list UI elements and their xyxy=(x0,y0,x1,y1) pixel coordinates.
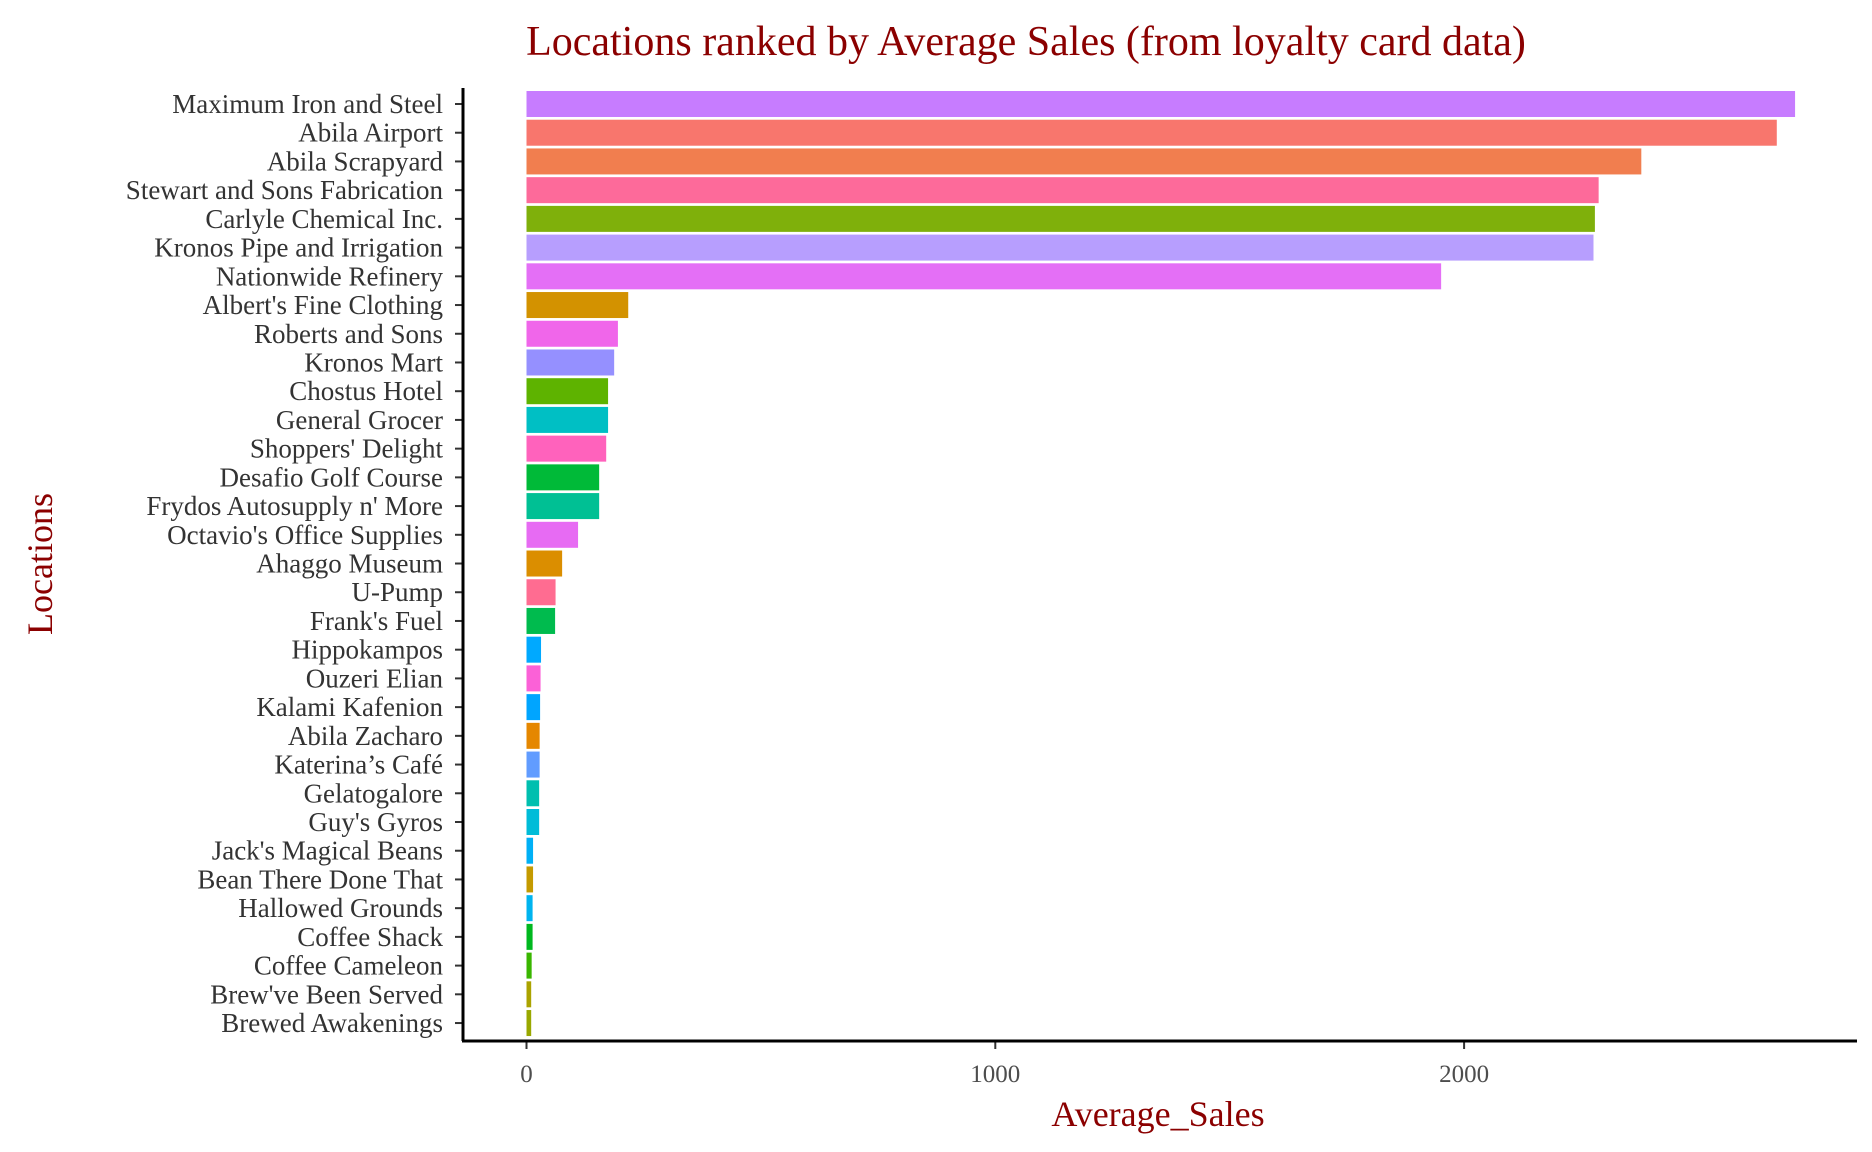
x-axis-ticks: 0 1000 2000 xyxy=(520,1041,1489,1088)
y-tick-label: Nationwide Refinery xyxy=(216,261,444,291)
bar-gelatogalore xyxy=(526,780,540,807)
y-tick-label: Frank's Fuel xyxy=(310,606,443,636)
bar-hallowed-grounds xyxy=(526,895,533,922)
bar-u-pump xyxy=(526,579,556,606)
y-tick-label: Octavio's Office Supplies xyxy=(167,520,443,550)
x-tick-label: 2000 xyxy=(1439,1061,1489,1088)
bar-abila-zacharo xyxy=(526,722,540,749)
bar-coffee-shack xyxy=(526,923,533,950)
y-tick-label: U-Pump xyxy=(351,577,443,607)
y-tick-label: General Grocer xyxy=(276,405,443,435)
y-tick-label: Frydos Autosupply n' More xyxy=(146,491,443,521)
bar-brewed-awakenings xyxy=(526,1010,532,1037)
y-tick-label: Katerina’s Café xyxy=(274,750,443,780)
y-tick-label: Brewed Awakenings xyxy=(221,1008,443,1038)
y-tick-label: Ouzeri Elian xyxy=(306,663,444,693)
y-tick-label: Shoppers' Delight xyxy=(250,434,444,464)
bar-katerina-s-caf xyxy=(526,751,540,778)
chart-title: Locations ranked by Average Sales (from … xyxy=(526,19,1526,65)
bar-jack-s-magical-beans xyxy=(526,837,534,864)
y-tick-label: Abila Airport xyxy=(298,118,443,148)
y-tick-label: Ahaggo Museum xyxy=(256,549,443,579)
bar-general-grocer xyxy=(526,406,609,433)
y-tick-label: Roberts and Sons xyxy=(254,319,443,349)
bar-abila-scrapyard xyxy=(526,148,1642,175)
y-tick-label: Kalami Kafenion xyxy=(256,692,443,722)
bar-ahaggo-museum xyxy=(526,550,563,577)
bar-shoppers-delight xyxy=(526,435,607,462)
x-tick-label: 1000 xyxy=(970,1061,1020,1088)
bar-coffee-cameleon xyxy=(526,952,532,979)
x-tick-label: 0 xyxy=(520,1061,533,1088)
bar-brew-ve-been-served xyxy=(526,981,532,1008)
y-tick-label: Gelatogalore xyxy=(304,778,443,808)
y-tick-label: Coffee Shack xyxy=(297,922,443,952)
y-tick-label: Maximum Iron and Steel xyxy=(172,89,443,119)
y-tick-label: Stewart and Sons Fabrication xyxy=(126,175,444,205)
y-tick-label: Hippokampos xyxy=(292,635,444,665)
bar-octavio-s-office-supplies xyxy=(526,521,579,548)
bar-kronos-mart xyxy=(526,349,615,376)
bars-group xyxy=(526,91,1796,1037)
bar-carlyle-chemical-inc xyxy=(526,205,1595,232)
y-tick-label: Brew've Been Served xyxy=(210,979,443,1009)
bar-desafio-golf-course xyxy=(526,464,600,491)
y-tick-label: Abila Scrapyard xyxy=(267,146,444,176)
bar-bean-there-done-that xyxy=(526,866,534,893)
y-tick-label: Hallowed Grounds xyxy=(238,893,443,923)
y-tick-label: Kronos Mart xyxy=(304,347,443,377)
bar-stewart-and-sons-fabrication xyxy=(526,177,1599,204)
y-axis-title: Locations xyxy=(20,493,60,635)
y-tick-label: Desafio Golf Course xyxy=(220,462,443,492)
bar-roberts-and-sons xyxy=(526,320,618,347)
y-tick-label: Bean There Done That xyxy=(197,864,443,894)
bar-chostus-hotel xyxy=(526,378,609,405)
x-axis-title: Average_Sales xyxy=(1051,1094,1264,1134)
bar-frydos-autosupply-n-more xyxy=(526,493,600,520)
y-tick-label: Guy's Gyros xyxy=(308,807,443,837)
y-tick-label: Kronos Pipe and Irrigation xyxy=(154,233,443,263)
y-tick-label: Coffee Cameleon xyxy=(254,951,444,981)
bar-nationwide-refinery xyxy=(526,263,1442,290)
bar-albert-s-fine-clothing xyxy=(526,292,629,319)
bar-hippokampos xyxy=(526,636,542,663)
y-tick-label: Carlyle Chemical Inc. xyxy=(205,204,443,234)
bar-abila-airport xyxy=(526,119,1777,146)
y-tick-label: Jack's Magical Beans xyxy=(212,836,443,866)
y-tick-label: Albert's Fine Clothing xyxy=(203,290,443,320)
bar-ouzeri-elian xyxy=(526,665,541,692)
bar-maximum-iron-and-steel xyxy=(526,91,1796,117)
bar-frank-s-fuel xyxy=(526,607,556,634)
bar-kronos-pipe-and-irrigation xyxy=(526,234,1594,261)
bar-guy-s-gyros xyxy=(526,809,540,835)
y-tick-label: Chostus Hotel xyxy=(289,376,443,406)
bar-kalami-kafenion xyxy=(526,694,541,721)
y-tick-label: Abila Zacharo xyxy=(288,721,443,751)
